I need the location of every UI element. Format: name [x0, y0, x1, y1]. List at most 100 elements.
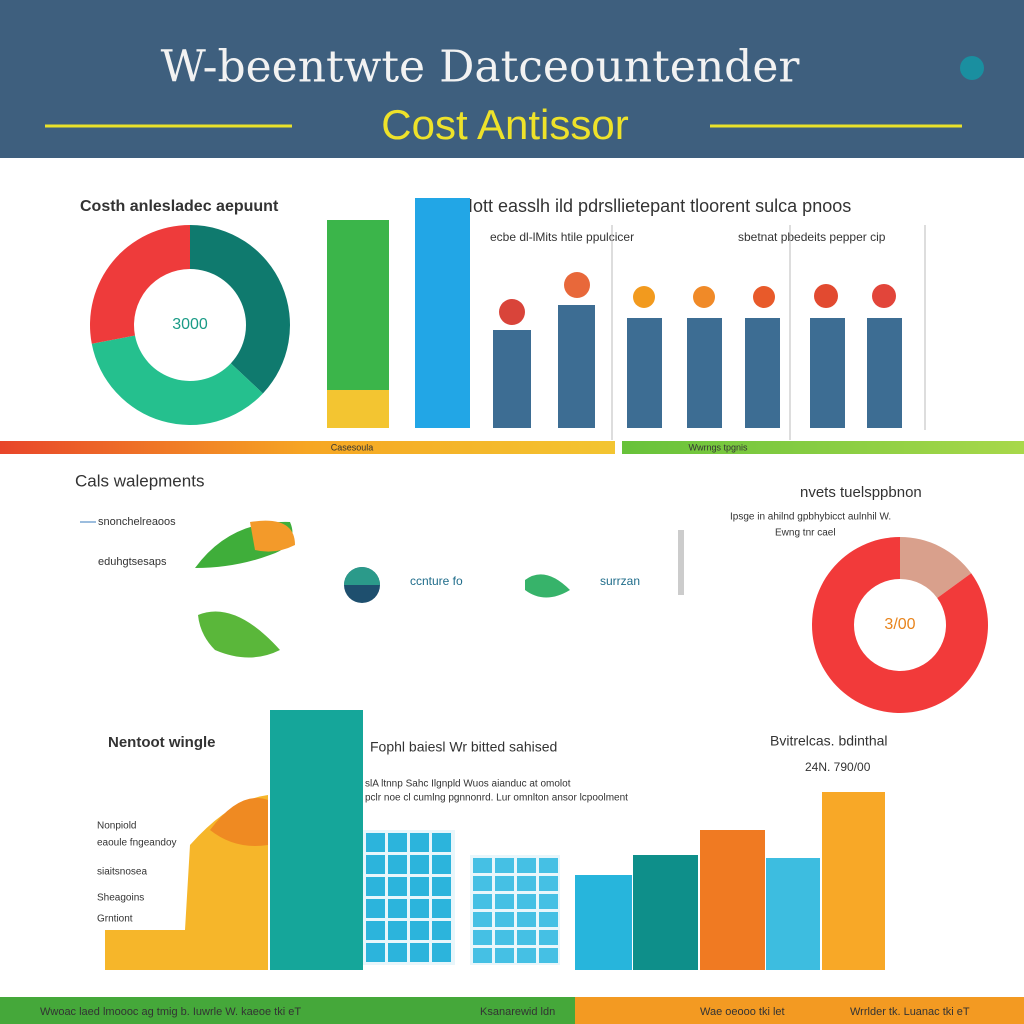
decor-cell — [517, 894, 536, 909]
side-label: Grntiont — [97, 914, 133, 925]
chart-note: ecbe dl-lMits htile ppulcicer — [490, 230, 634, 244]
pie-slice — [89, 225, 190, 344]
bar — [575, 875, 632, 970]
decor-cell — [388, 943, 407, 962]
decor-cell — [517, 912, 536, 927]
dot — [960, 56, 984, 80]
decor-cell — [495, 912, 514, 927]
side-value: 24N. 790/00 — [805, 760, 871, 774]
stripe — [0, 441, 615, 454]
decor-cell — [432, 899, 451, 918]
decor-cell — [388, 877, 407, 896]
decor-cell — [388, 855, 407, 874]
decor-cell — [539, 948, 558, 963]
bar — [810, 318, 845, 428]
decor-cell — [473, 858, 492, 873]
chart-title: nvets tuelsppbnon — [800, 484, 922, 501]
bar — [745, 318, 780, 428]
bar — [270, 710, 363, 970]
decor-cell — [388, 921, 407, 940]
footer-band — [0, 997, 575, 1024]
chart-note: slA ltnnp Sahc Ilgnpld Wuos aianduc at o… — [365, 779, 571, 790]
side-title: Bvitrelcas. bdinthal — [770, 733, 888, 749]
chart-title: Nentoot wingle — [108, 734, 216, 751]
decor-cell — [366, 943, 385, 962]
decor-cell — [410, 877, 429, 896]
bar — [415, 198, 470, 428]
bar — [633, 855, 698, 970]
page-title: W-beentwte Datceountender — [161, 42, 801, 93]
panel-label: eduhgtsesaps — [98, 556, 167, 568]
decor-band — [327, 390, 389, 428]
decor-cell — [495, 894, 514, 909]
decor-cell — [388, 899, 407, 918]
decor-shapes — [195, 520, 684, 658]
side-label: eaoule fngeandoy — [97, 838, 177, 849]
header-band — [0, 0, 1024, 158]
pie-slice — [190, 225, 290, 394]
decor-cell — [410, 899, 429, 918]
decor-cell — [366, 921, 385, 940]
pie-slice — [812, 537, 989, 713]
decor-cell — [517, 876, 536, 891]
chart-subtitle: Fophl baiesl Wr bitted sahised — [370, 739, 557, 755]
bar — [687, 318, 722, 428]
decor-cell — [432, 943, 451, 962]
footer-text: Wwoac laed lmoooc ag tmig b. Iuwrle W. k… — [40, 1006, 301, 1018]
decor-cell — [539, 912, 558, 927]
pie-center-label: 3000 — [172, 316, 208, 333]
bar — [867, 318, 902, 428]
decor-cell — [473, 894, 492, 909]
decor-cell — [366, 899, 385, 918]
footer-text: Ksanarewid ldn — [480, 1006, 555, 1018]
decor-cell — [517, 948, 536, 963]
page-subtitle: Cost Antissor — [381, 101, 628, 148]
decor-area — [105, 795, 560, 970]
decor-cell — [410, 833, 429, 852]
chart-title: Costh anlesladec aepuunt — [80, 198, 279, 215]
decor-cell — [432, 921, 451, 940]
chart-note: Ewng tnr cael — [775, 528, 836, 539]
decor-cell — [473, 876, 492, 891]
decor-cell — [495, 930, 514, 945]
bar — [822, 792, 885, 970]
decor-cell — [410, 943, 429, 962]
decor-cell — [539, 894, 558, 909]
decor-cell — [473, 948, 492, 963]
decor-cell — [539, 930, 558, 945]
decor-cell — [495, 858, 514, 873]
bar — [558, 305, 595, 428]
side-label: siaitsnosea — [97, 867, 147, 878]
decor-cell — [495, 876, 514, 891]
decor-cell — [517, 930, 536, 945]
decor-cell — [432, 833, 451, 852]
stripe-label: Casesoula — [331, 442, 374, 452]
bar — [700, 830, 765, 970]
stripe-label: Wwrngs tpgnis — [688, 442, 748, 452]
decor-cell — [432, 855, 451, 874]
decor-cell — [410, 855, 429, 874]
decor-cell — [366, 855, 385, 874]
side-label: Sheagoins — [97, 893, 144, 904]
panel-label: snonchelreaoos — [98, 516, 176, 528]
decor-cell — [473, 930, 492, 945]
decor-cell — [495, 948, 514, 963]
decor-cell — [366, 833, 385, 852]
footer-text: Wae oeooo tki let — [700, 1006, 785, 1018]
decor-cell — [473, 912, 492, 927]
panel-label: ccnture fo — [410, 574, 463, 588]
footer-text: Wrrlder tk. Luanac tki eT — [850, 1006, 970, 1018]
pie-slice — [900, 537, 972, 598]
stripe — [622, 441, 1024, 454]
pie-slice — [91, 335, 263, 425]
fruit-icons — [499, 272, 896, 325]
decor-cell — [410, 921, 429, 940]
chart-title: Iott easslh ild pdrsllietepant tloorent … — [468, 196, 851, 216]
pie-center-label: 3/00 — [884, 616, 915, 633]
panel-title: Cals walepments — [75, 471, 204, 490]
decor-cell — [539, 858, 558, 873]
bar — [766, 858, 820, 970]
chart-note: sbetnat pbedeits pepper cip — [738, 230, 886, 244]
decor-cell — [388, 833, 407, 852]
